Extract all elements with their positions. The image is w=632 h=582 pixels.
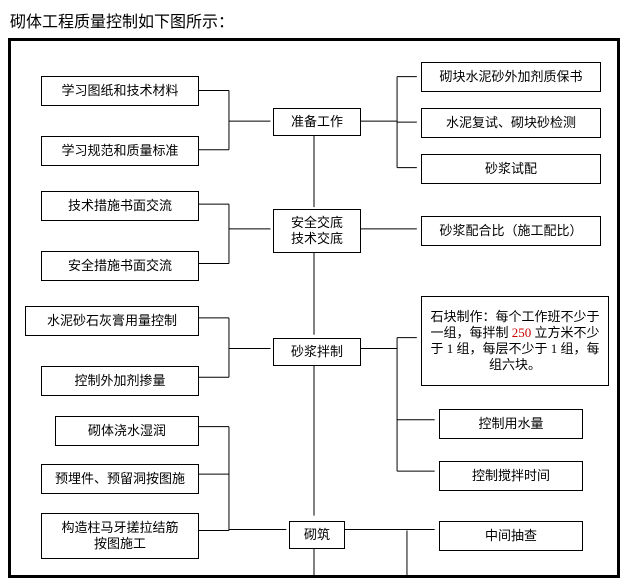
node-L2b: 安全措施书面交流 xyxy=(41,251,199,281)
page-title: 砌体工程质量控制如下图所示： xyxy=(10,8,632,32)
node-R3: 石块制作：每个工作班不少于一组，每拌制 250 立方米不少于 1 组，每层不少于… xyxy=(421,296,609,386)
node-label: 砌块水泥砂外加剂质保书 xyxy=(439,69,582,85)
node-label: 中间抽查 xyxy=(485,528,537,544)
node-label: 砂浆配合比（施工配比） xyxy=(439,223,582,239)
node-label: 构造柱马牙搓拉结筋按图施工 xyxy=(61,520,178,553)
node-label: 砂浆试配 xyxy=(485,161,537,177)
node-L3a: 水泥砂石灰膏用量控制 xyxy=(25,306,199,336)
node-label: 控制外加剂掺量 xyxy=(74,373,165,389)
node-R5: 控制搅拌时间 xyxy=(439,461,583,491)
node-label: 学习规范和质量标准 xyxy=(61,143,178,159)
node-label: 水泥复试、砌块砂检测 xyxy=(446,115,576,131)
node-C4: 砌筑 xyxy=(289,521,345,549)
node-R6: 中间抽查 xyxy=(439,521,583,551)
node-label: 技术措施书面交流 xyxy=(68,198,172,214)
node-label: 砂浆拌制 xyxy=(291,344,343,360)
node-C1: 准备工作 xyxy=(273,108,361,136)
node-label: 砌筑 xyxy=(304,527,330,543)
node-L1a: 学习图纸和技术材料 xyxy=(41,76,199,106)
node-C3: 砂浆拌制 xyxy=(273,338,361,366)
node-label: 安全措施书面交流 xyxy=(68,258,172,274)
node-label: 安全交底技术交底 xyxy=(291,215,343,248)
node-L2a: 技术措施书面交流 xyxy=(41,191,199,221)
node-L1b: 学习规范和质量标准 xyxy=(41,136,199,166)
node-L4b: 预埋件、预留洞按图施 xyxy=(41,464,199,494)
node-R1c: 砂浆试配 xyxy=(421,154,601,184)
node-L3b: 控制外加剂掺量 xyxy=(41,366,199,396)
node-L4c: 构造柱马牙搓拉结筋按图施工 xyxy=(41,513,199,559)
node-C2: 安全交底技术交底 xyxy=(273,209,361,253)
node-label: 水泥砂石灰膏用量控制 xyxy=(47,313,177,329)
node-label: 砌体浇水湿润 xyxy=(88,423,166,439)
node-label: 预埋件、预留洞按图施 xyxy=(55,471,185,487)
node-R2: 砂浆配合比（施工配比） xyxy=(421,216,601,246)
node-label: 控制搅拌时间 xyxy=(472,468,550,484)
node-R1b: 水泥复试、砌块砂检测 xyxy=(421,108,601,138)
node-label: 学习图纸和技术材料 xyxy=(61,83,178,99)
node-label: 控制用水量 xyxy=(478,416,543,432)
node-label: 准备工作 xyxy=(291,114,343,130)
diagram-frame: 学习图纸和技术材料学习规范和质量标准技术措施书面交流安全措施书面交流水泥砂石灰膏… xyxy=(8,38,620,578)
node-L4a: 砌体浇水湿润 xyxy=(55,416,199,446)
node-R4: 控制用水量 xyxy=(439,409,583,439)
node-label: 石块制作：每个工作班不少于一组，每拌制 250 立方米不少于 1 组，每层不少于… xyxy=(426,309,604,374)
highlight-number: 250 xyxy=(512,325,532,340)
node-R1a: 砌块水泥砂外加剂质保书 xyxy=(421,62,601,92)
